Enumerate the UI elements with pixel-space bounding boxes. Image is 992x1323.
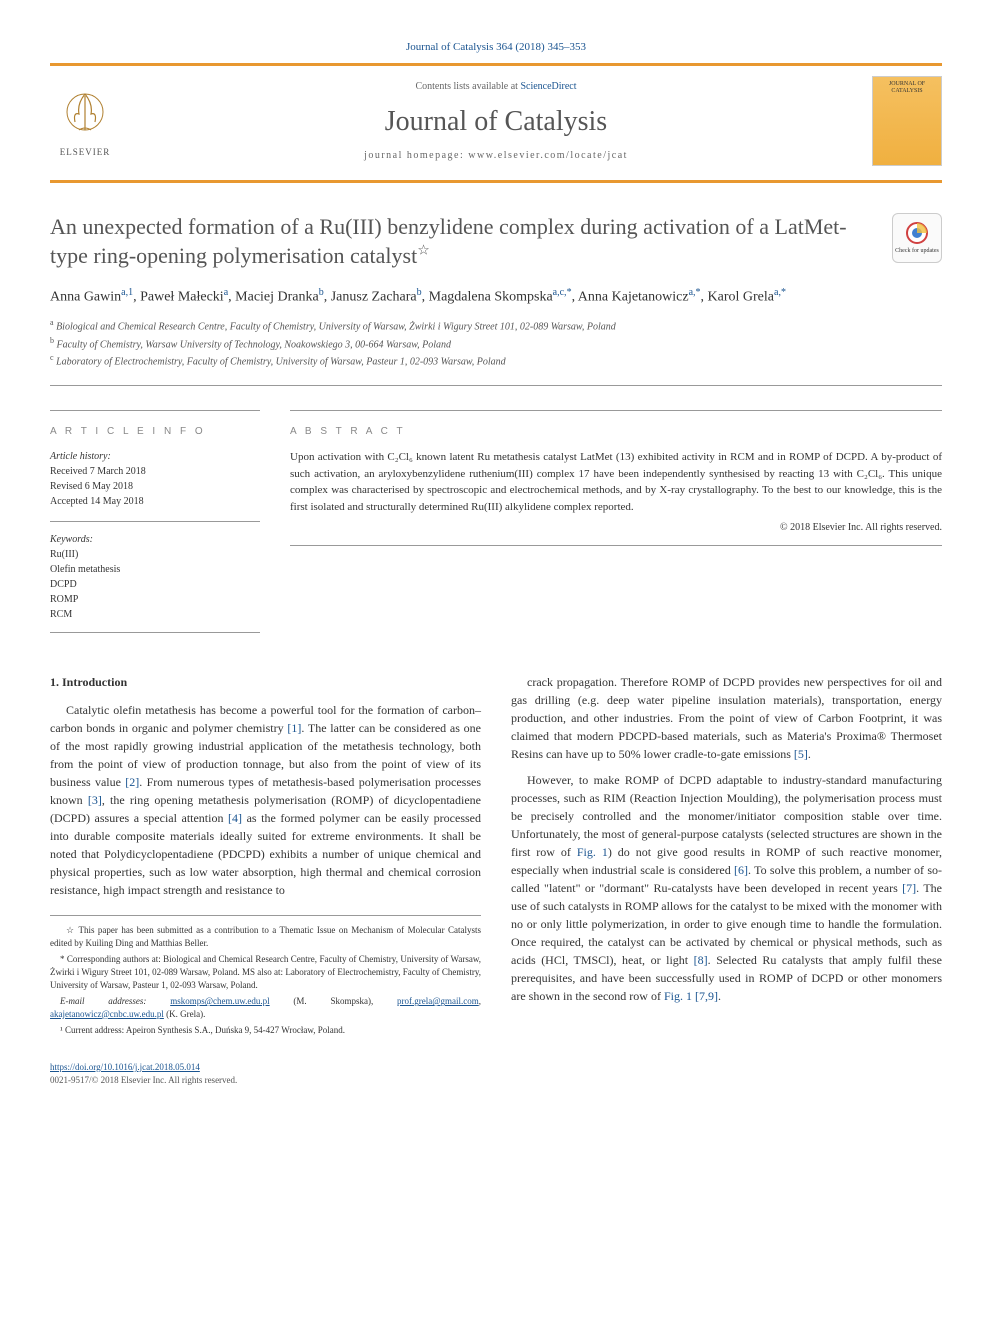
abstract-text: Upon activation with C₂Cl₆ known latent … — [290, 449, 942, 515]
journal-homepage: journal homepage: www.elsevier.com/locat… — [132, 149, 860, 163]
article-info-heading: A R T I C L E I N F O — [50, 425, 260, 439]
footnote-corresponding: * Corresponding authors at: Biological a… — [50, 953, 481, 991]
body-paragraph: crack propagation. Therefore ROMP of DCP… — [511, 673, 942, 763]
history-accepted: Accepted 14 May 2018 — [50, 494, 260, 509]
orange-rule-bottom — [50, 180, 942, 183]
title-footnote-star: ☆ — [417, 244, 430, 259]
author-list: Anna Gawina,1, Paweł Małeckia, Maciej Dr… — [50, 285, 872, 308]
sciencedirect-link[interactable]: ScienceDirect — [520, 81, 576, 92]
section-title: 1. Introduction — [50, 673, 481, 691]
article-title: An unexpected formation of a Ru(III) ben… — [50, 213, 872, 270]
homepage-prefix: journal homepage: — [364, 150, 468, 161]
check-updates-label: Check for updates — [895, 247, 939, 255]
check-updates-badge[interactable]: Check for updates — [892, 213, 942, 263]
journal-title: Journal of Catalysis — [132, 102, 860, 141]
keyword: Ru(III) — [50, 547, 260, 562]
body-column-right: crack propagation. Therefore ROMP of DCP… — [511, 673, 942, 1041]
article-info-block: A R T I C L E I N F O Article history: R… — [50, 410, 260, 633]
citation-line: Journal of Catalysis 364 (2018) 345–353 — [50, 40, 942, 55]
divider — [290, 545, 942, 546]
history-received: Received 7 March 2018 — [50, 464, 260, 479]
journal-header: ELSEVIER Contents lists available at Sci… — [50, 66, 942, 176]
homepage-url: www.elsevier.com/locate/jcat — [468, 150, 628, 161]
keyword: DCPD — [50, 577, 260, 592]
body-paragraph: Catalytic olefin metathesis has become a… — [50, 701, 481, 899]
affiliations: a Biological and Chemical Research Centr… — [50, 317, 872, 369]
cover-label-1: JOURNAL OF — [889, 81, 925, 88]
keywords-label: Keywords: — [50, 532, 260, 547]
issn-copyright: 0021-9517/© 2018 Elsevier Inc. All right… — [50, 1075, 237, 1085]
publisher-logo: ELSEVIER — [50, 81, 120, 161]
publisher-name: ELSEVIER — [60, 146, 111, 159]
contents-prefix: Contents lists available at — [415, 81, 520, 92]
footnote-star: ☆ This paper has been submitted as a con… — [50, 924, 481, 949]
history-label: Article history: — [50, 449, 260, 464]
history-revised: Revised 6 May 2018 — [50, 479, 260, 494]
body-column-left: 1. Introduction Catalytic olefin metathe… — [50, 673, 481, 1041]
email-link[interactable]: akajetanowicz@cnbc.uw.edu.pl — [50, 1009, 164, 1019]
footnote-emails: E-mail addresses: mskomps@chem.uw.edu.pl… — [50, 995, 481, 1020]
email-link[interactable]: prof.grela@gmail.com — [397, 996, 479, 1006]
abstract-heading: A B S T R A C T — [290, 425, 942, 439]
contents-available: Contents lists available at ScienceDirec… — [132, 80, 860, 94]
footnote-current-address: ¹ Current address: Apeiron Synthesis S.A… — [50, 1024, 481, 1037]
keyword: ROMP — [50, 592, 260, 607]
abstract-copyright: © 2018 Elsevier Inc. All rights reserved… — [290, 521, 942, 535]
abstract-block: A B S T R A C T Upon activation with C₂C… — [290, 410, 942, 633]
check-updates-icon — [905, 221, 929, 245]
divider — [50, 632, 260, 633]
body-paragraph: However, to make ROMP of DCPD adaptable … — [511, 771, 942, 1005]
title-text: An unexpected formation of a Ru(III) ben… — [50, 214, 847, 268]
doi-block: https://doi.org/10.1016/j.jcat.2018.05.0… — [50, 1061, 942, 1086]
cover-label-2: CATALYSIS — [891, 88, 922, 95]
journal-cover-thumbnail: JOURNAL OF CATALYSIS — [872, 76, 942, 166]
footnotes-block: ☆ This paper has been submitted as a con… — [50, 915, 481, 1037]
elsevier-tree-icon — [55, 84, 115, 144]
keyword: Olefin metathesis — [50, 562, 260, 577]
keyword: RCM — [50, 607, 260, 622]
divider — [50, 385, 942, 386]
doi-link[interactable]: https://doi.org/10.1016/j.jcat.2018.05.0… — [50, 1062, 200, 1072]
email-link[interactable]: mskomps@chem.uw.edu.pl — [170, 996, 269, 1006]
